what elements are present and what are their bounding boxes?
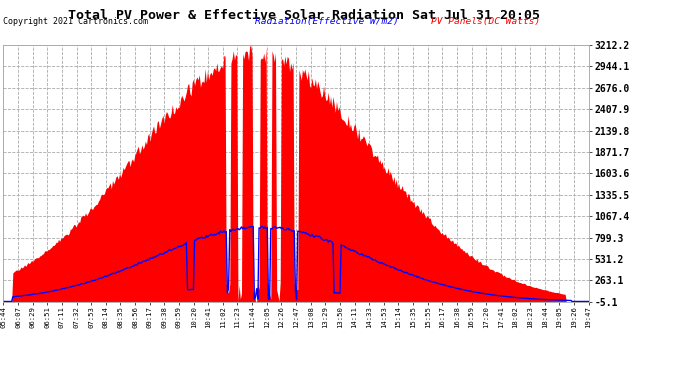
Text: Radiation(Effective W/m2): Radiation(Effective W/m2) xyxy=(255,17,399,26)
Text: Copyright 2021 Cartronics.com: Copyright 2021 Cartronics.com xyxy=(3,17,148,26)
Text: PV Panels(DC Watts): PV Panels(DC Watts) xyxy=(431,17,540,26)
Text: Total PV Power & Effective Solar Radiation Sat Jul 31 20:05: Total PV Power & Effective Solar Radiati… xyxy=(68,9,540,22)
